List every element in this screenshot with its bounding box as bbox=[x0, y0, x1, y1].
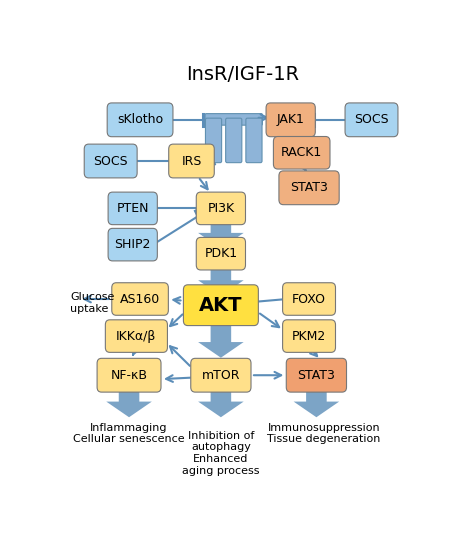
FancyBboxPatch shape bbox=[108, 192, 157, 225]
Text: InsR/IGF-1R: InsR/IGF-1R bbox=[186, 65, 300, 84]
Polygon shape bbox=[198, 220, 244, 249]
Text: Inflammaging
Cellular senescence: Inflammaging Cellular senescence bbox=[73, 423, 185, 444]
FancyBboxPatch shape bbox=[169, 144, 214, 178]
Text: SHIP2: SHIP2 bbox=[115, 238, 151, 251]
Text: SOCS: SOCS bbox=[93, 155, 128, 167]
Text: mTOR: mTOR bbox=[201, 369, 240, 381]
Text: IRS: IRS bbox=[182, 155, 201, 167]
FancyBboxPatch shape bbox=[286, 358, 346, 392]
Text: PKM2: PKM2 bbox=[292, 330, 326, 342]
FancyBboxPatch shape bbox=[112, 282, 168, 315]
FancyBboxPatch shape bbox=[266, 103, 315, 137]
Text: NF-κB: NF-κB bbox=[110, 369, 147, 381]
Polygon shape bbox=[198, 320, 244, 358]
FancyBboxPatch shape bbox=[196, 238, 246, 270]
FancyBboxPatch shape bbox=[205, 113, 263, 125]
Text: AKT: AKT bbox=[199, 296, 243, 315]
FancyBboxPatch shape bbox=[246, 118, 262, 163]
Text: STAT3: STAT3 bbox=[290, 181, 328, 194]
FancyBboxPatch shape bbox=[273, 136, 330, 169]
Text: Glucose
uptake: Glucose uptake bbox=[70, 292, 115, 314]
FancyBboxPatch shape bbox=[105, 320, 167, 353]
Text: Inhibition of
autophagy
Enhanced
aging process: Inhibition of autophagy Enhanced aging p… bbox=[182, 431, 260, 476]
FancyBboxPatch shape bbox=[107, 103, 173, 137]
Text: FOXO: FOXO bbox=[292, 293, 326, 305]
Polygon shape bbox=[198, 389, 244, 417]
Text: RACK1: RACK1 bbox=[281, 146, 322, 159]
FancyBboxPatch shape bbox=[84, 144, 137, 178]
Text: STAT3: STAT3 bbox=[298, 369, 335, 381]
FancyBboxPatch shape bbox=[345, 103, 398, 137]
Polygon shape bbox=[198, 265, 244, 296]
Polygon shape bbox=[293, 389, 339, 417]
FancyBboxPatch shape bbox=[205, 118, 222, 163]
FancyBboxPatch shape bbox=[283, 320, 336, 353]
FancyBboxPatch shape bbox=[108, 228, 157, 261]
Text: PDK1: PDK1 bbox=[204, 247, 237, 260]
Text: PI3K: PI3K bbox=[207, 202, 235, 215]
Text: JAK1: JAK1 bbox=[277, 113, 305, 126]
FancyBboxPatch shape bbox=[226, 118, 242, 163]
Polygon shape bbox=[106, 389, 152, 417]
Text: SOCS: SOCS bbox=[354, 113, 389, 126]
FancyBboxPatch shape bbox=[183, 285, 258, 326]
Text: IKKα/β: IKKα/β bbox=[116, 330, 156, 342]
FancyBboxPatch shape bbox=[283, 282, 336, 315]
Text: AS160: AS160 bbox=[120, 293, 160, 305]
FancyBboxPatch shape bbox=[97, 358, 161, 392]
Text: PTEN: PTEN bbox=[117, 202, 149, 215]
FancyBboxPatch shape bbox=[191, 358, 251, 392]
Text: Immunosuppression
Tissue degeneration: Immunosuppression Tissue degeneration bbox=[267, 423, 381, 444]
FancyBboxPatch shape bbox=[279, 171, 339, 205]
Text: sKlotho: sKlotho bbox=[117, 113, 163, 126]
FancyBboxPatch shape bbox=[196, 192, 246, 225]
